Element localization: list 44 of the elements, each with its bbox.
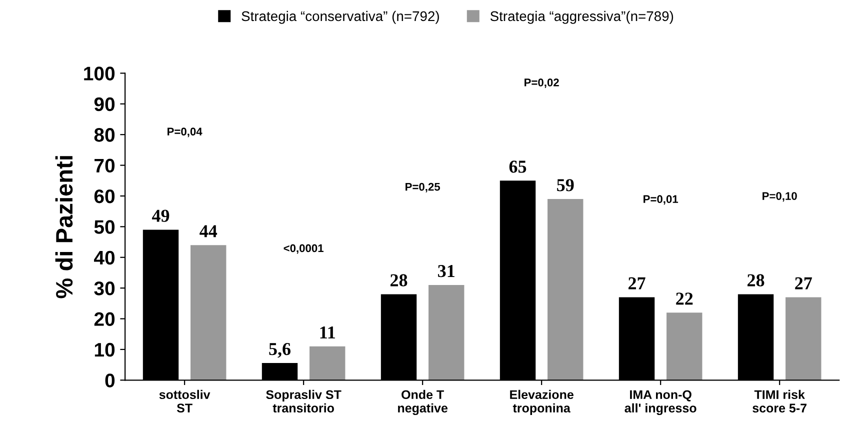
data-label: 59: [557, 179, 574, 192]
legend-label: Strategia “aggressiva”(n=789): [490, 10, 674, 24]
y-tick-label: 10: [94, 342, 115, 357]
bar: [786, 297, 822, 380]
x-tick-label: Elevazione troponina: [510, 390, 574, 415]
bar: [310, 346, 346, 380]
y-tick-label: 30: [94, 282, 115, 296]
bar: [428, 284, 464, 380]
annotation: P=0,04: [168, 128, 202, 138]
data-label: 27: [628, 277, 646, 290]
x-tick-label: Soprasliv ST transitorio: [266, 390, 342, 413]
annotation: P=0,01: [644, 195, 678, 205]
y-tick-label: 40: [94, 250, 115, 265]
annotation: <0,0001: [284, 244, 324, 254]
x-tick-label: Onde T negative: [398, 390, 448, 416]
y-tick-label: 60: [94, 189, 115, 204]
data-label: 5,6: [269, 342, 291, 358]
data-label: 28: [748, 274, 764, 286]
annotation: P=0,10: [762, 192, 797, 202]
data-label: 44: [200, 225, 218, 238]
y-tick-label: 50: [94, 220, 115, 234]
legend-label: Strategia “conservativa” (n=792): [242, 10, 439, 24]
data-label: 31: [438, 265, 454, 278]
y-tick-label: 20: [94, 312, 115, 326]
y-tick-label: 80: [94, 128, 115, 142]
y-axis-title: % di Pazienti: [55, 156, 73, 298]
data-label: 28: [390, 274, 408, 286]
x-tick-label: IMA non-Q all' ingresso: [624, 390, 696, 416]
data-label: 11: [320, 326, 335, 338]
annotation: P=0,25: [406, 182, 440, 192]
bar: [666, 312, 702, 380]
bar: [190, 245, 226, 380]
data-label: 27: [795, 277, 812, 290]
data-label: 22: [676, 292, 693, 305]
x-tick-label: TIMI risk score 5-7: [752, 390, 806, 413]
y-tick-label: 100: [84, 66, 115, 80]
y-tick-label: 70: [94, 158, 115, 173]
bar: [548, 199, 584, 380]
data-label: 65: [509, 160, 526, 173]
annotation: P=0,02: [524, 78, 559, 88]
x-tick-label: sottosliv ST: [159, 390, 210, 413]
y-tick-label: 0: [105, 374, 115, 388]
data-label: 49: [152, 210, 170, 222]
y-tick-label: 90: [94, 97, 115, 112]
